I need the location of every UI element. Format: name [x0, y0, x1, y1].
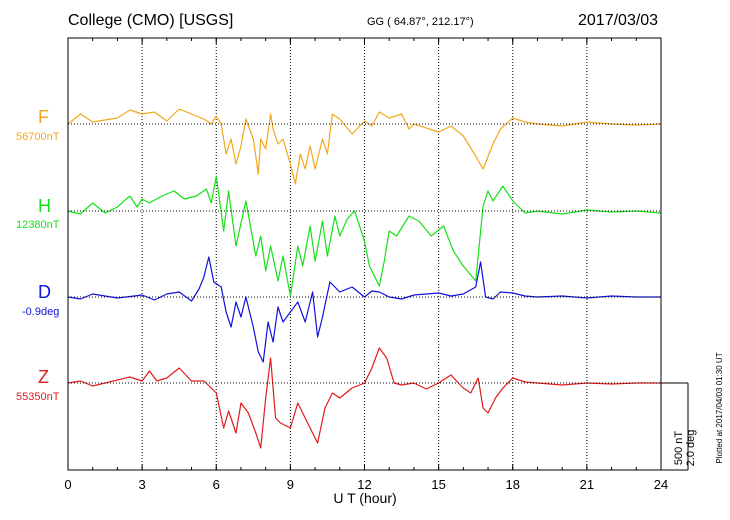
- series-label-z: Z: [38, 367, 49, 387]
- baseline-label-d: -0.9deg: [22, 306, 60, 318]
- scale-deg-label: 2.0 deg: [685, 430, 697, 467]
- series-label-f: F: [38, 107, 49, 127]
- x-tick-label: 3: [139, 477, 146, 492]
- x-tick-label: 15: [431, 477, 445, 492]
- trace-f: [67, 108, 662, 185]
- trace-z: [67, 347, 661, 449]
- grid-lines: [141, 38, 588, 470]
- baseline-label-f: 56700nT: [16, 131, 60, 143]
- series-traces: [67, 108, 662, 449]
- baseline-label-h: 12380nT: [16, 219, 60, 231]
- x-axis-label: U T (hour): [333, 490, 396, 506]
- scale-bar: 500 nT 2.0 deg: [661, 382, 697, 471]
- x-tick-label: 0: [64, 477, 71, 492]
- plotted-at-label: Plotted at 2017/04/03 01:30 UT: [715, 352, 724, 463]
- x-tick-label: 9: [287, 477, 294, 492]
- baseline-label-z: 55350nT: [16, 391, 60, 403]
- x-tick-label: 6: [213, 477, 220, 492]
- plot-date: 2017/03/03: [578, 12, 659, 29]
- series-label-d: D: [38, 282, 51, 302]
- x-tick-label: 18: [506, 477, 520, 492]
- x-axis-ticks: 0 3 6 9 12 15 18 21 24: [64, 38, 668, 492]
- x-tick-label: 24: [654, 477, 668, 492]
- station-title: College (CMO) [USGS]: [68, 12, 234, 29]
- x-tick-label: 12: [357, 477, 371, 492]
- x-tick-label: 21: [580, 477, 594, 492]
- series-label-h: H: [38, 196, 51, 216]
- trace-h: [67, 175, 662, 297]
- scale-nt-label: 500 nT: [673, 431, 685, 466]
- geo-coords: GG ( 64.87°, 212.17°): [367, 16, 474, 28]
- trace-d: [67, 256, 661, 363]
